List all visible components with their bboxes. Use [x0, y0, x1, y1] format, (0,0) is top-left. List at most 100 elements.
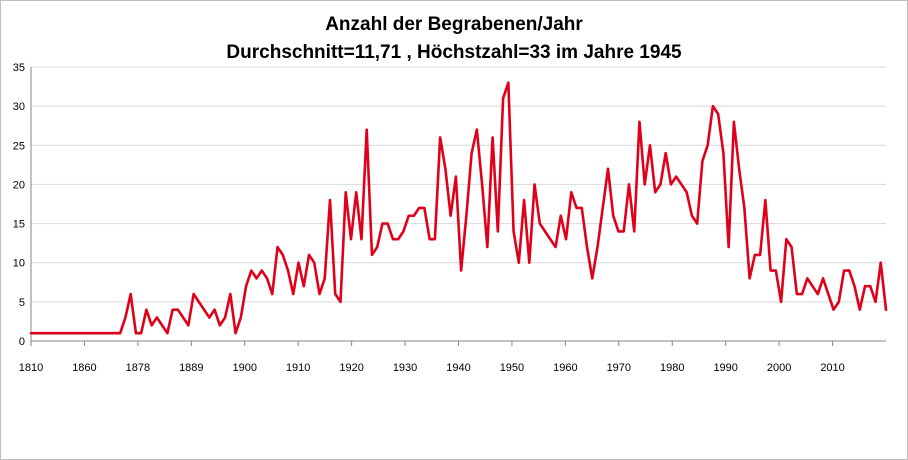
data-point	[853, 285, 856, 288]
data-point	[628, 183, 631, 186]
data-point	[822, 277, 825, 280]
x-tick-label: 1950	[500, 362, 524, 374]
data-point	[691, 214, 694, 217]
data-point	[56, 332, 59, 335]
data-point	[806, 277, 809, 280]
x-tick-label: 1889	[179, 362, 203, 374]
data-point	[439, 136, 442, 139]
data-point	[796, 293, 799, 296]
data-point	[344, 191, 347, 194]
data-point	[35, 332, 38, 335]
data-point	[811, 285, 814, 288]
data-point	[764, 199, 767, 202]
data-point	[481, 183, 484, 186]
data-point	[565, 238, 568, 241]
data-point	[30, 332, 33, 335]
y-tick-label: 5	[19, 297, 25, 309]
data-point	[428, 238, 431, 241]
x-axis: 1810 1860 1878 1889 1900 1910 1920 1930 1940 1950…	[19, 341, 845, 374]
data-point	[360, 238, 363, 241]
data-point	[874, 301, 877, 304]
data-point	[281, 254, 284, 257]
data-point	[712, 105, 715, 108]
data-point	[528, 261, 531, 264]
data-point	[350, 238, 353, 241]
x-tick-label: 1920	[339, 362, 363, 374]
data-point	[51, 332, 54, 335]
data-point	[166, 332, 169, 335]
data-point	[161, 324, 164, 327]
data-point	[885, 308, 888, 311]
data-point	[108, 332, 111, 335]
x-tick-label: 1930	[393, 362, 417, 374]
data-point	[559, 214, 562, 217]
data-point	[255, 277, 258, 280]
data-point	[544, 230, 547, 233]
x-tick-label: 1860	[72, 362, 96, 374]
data-point	[203, 308, 206, 311]
data-point	[45, 332, 48, 335]
data-point	[114, 332, 117, 335]
data-point	[423, 207, 426, 210]
data-point	[371, 254, 374, 257]
data-point	[486, 246, 489, 249]
data-point	[491, 136, 494, 139]
data-point	[696, 222, 699, 225]
data-point	[612, 214, 615, 217]
data-point	[355, 191, 358, 194]
y-tick-label: 10	[13, 258, 25, 270]
y-tick-label: 35	[13, 62, 25, 74]
data-point	[518, 261, 521, 264]
data-point	[171, 308, 174, 311]
data-point	[701, 160, 704, 163]
data-point	[135, 332, 138, 335]
data-point	[323, 277, 326, 280]
data-point	[664, 152, 667, 155]
data-point	[40, 332, 43, 335]
data-point	[208, 316, 211, 319]
data-point	[334, 293, 337, 296]
data-point	[329, 199, 332, 202]
data-point	[177, 308, 180, 311]
data-point	[119, 332, 122, 335]
data-point	[476, 128, 479, 131]
data-point	[276, 246, 279, 249]
data-point	[77, 332, 80, 335]
data-point	[858, 308, 861, 311]
data-point	[601, 207, 604, 210]
data-point	[234, 332, 237, 335]
data-point	[455, 175, 458, 178]
x-tick-label: 1980	[660, 362, 684, 374]
data-point	[502, 97, 505, 100]
data-point	[434, 238, 437, 241]
data-point	[413, 214, 416, 217]
x-tick-label: 1940	[446, 362, 470, 374]
data-point	[879, 261, 882, 264]
x-tick-label: 2000	[767, 362, 791, 374]
data-point	[93, 332, 96, 335]
data-point	[376, 246, 379, 249]
data-point	[240, 316, 243, 319]
data-point	[533, 183, 536, 186]
x-tick-label: 1810	[19, 362, 43, 374]
series-group	[29, 81, 888, 335]
data-point	[156, 316, 159, 319]
data-point	[140, 332, 143, 335]
data-point	[192, 293, 195, 296]
data-point	[607, 167, 610, 170]
data-point	[591, 277, 594, 280]
data-point	[397, 238, 400, 241]
data-point	[449, 214, 452, 217]
x-tick-label: 1878	[126, 362, 150, 374]
data-point	[124, 316, 127, 319]
data-point	[869, 285, 872, 288]
data-point	[659, 183, 662, 186]
data-point	[145, 308, 148, 311]
data-point	[775, 269, 778, 272]
data-point	[638, 121, 641, 124]
data-point	[801, 293, 804, 296]
chart-title: Anzahl der Begrabenen/Jahr	[325, 14, 583, 35]
data-point	[308, 254, 311, 257]
data-point	[790, 246, 793, 249]
